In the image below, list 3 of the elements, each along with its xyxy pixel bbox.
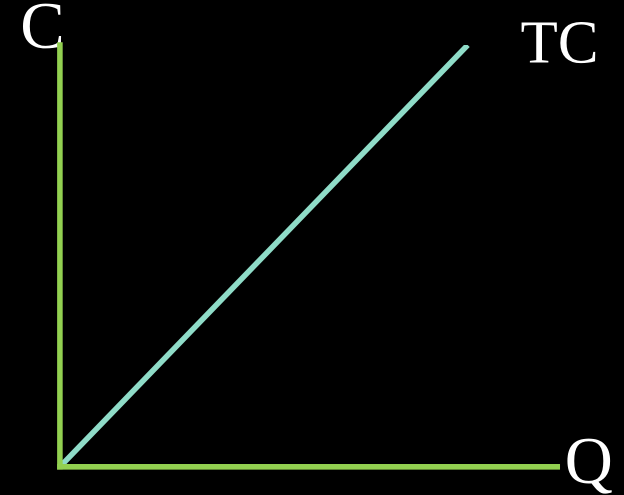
y-axis-title: C	[23, 4, 62, 48]
series-label: TC	[522, 22, 596, 64]
x-axis-title: Q	[567, 438, 612, 494]
